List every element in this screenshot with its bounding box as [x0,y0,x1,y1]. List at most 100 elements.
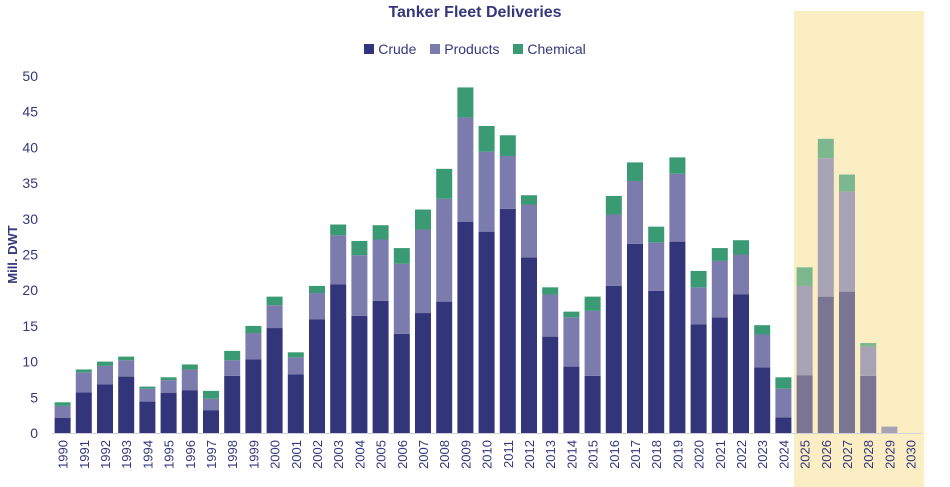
bar-chemical-1990 [54,402,71,406]
x-tick-label: 2003 [331,440,346,469]
bar-crude-1990 [54,418,71,433]
x-tick-label: 2014 [564,440,579,469]
legend-swatch-products [430,44,441,54]
bar-crude-2016 [605,285,622,433]
x-tick-label: 2028 [861,440,876,469]
x-tick-label: 2005 [374,440,389,469]
legend-swatch-chemical [513,44,524,54]
bar-crude-2008 [436,301,453,433]
bar-products-2008 [436,198,453,302]
bar-products-2014 [563,317,580,367]
bar-products-2017 [627,180,643,244]
bar-chemical-2013 [542,287,559,295]
bar-chemical-1998 [224,350,241,361]
bar-crude-2018 [648,290,665,433]
bar-crude-2019 [669,241,686,433]
bar-crude-2017 [627,243,643,433]
bar-chemical-2008 [436,168,453,199]
bar-products-1995 [160,380,177,394]
forecast-highlight [794,11,925,487]
bar-crude-2012 [521,257,537,433]
bar-products-1991 [75,372,92,393]
bar-products-1996 [181,369,198,391]
x-tick-label: 2022 [734,440,749,469]
bar-crude-2014 [563,366,580,433]
bar-chemical-2017 [627,162,643,181]
bar-chemical-2004 [351,240,368,256]
bar-chemical-2014 [563,311,580,318]
x-tick-label: 2020 [692,440,707,469]
bar-crude-1992 [97,384,113,433]
bar-chemical-1994 [139,386,156,389]
bar-chemical-1992 [97,361,113,366]
bar-products-2013 [542,294,559,337]
bar-chemical-2019 [669,157,686,174]
bar-crude-2004 [351,315,368,433]
x-tick-label: 2008 [437,440,452,469]
bar-products-2025 [796,285,813,376]
x-tick-label: 2017 [628,440,643,469]
bar-chemical-2007 [415,209,431,230]
x-tick-label: 2024 [776,440,791,469]
legend: Crude Products Chemical [0,41,950,57]
bar-crude-1999 [245,359,262,433]
bar-chemical-2028 [860,343,877,347]
bar-chemical-2009 [457,87,474,118]
bar-chemical-2023 [754,325,771,335]
x-tick-label: 2001 [289,440,304,469]
x-tick-label: 2013 [543,440,558,469]
bar-chemical-2003 [330,224,347,236]
bar-crude-1998 [224,375,241,433]
bar-crude-2021 [711,317,728,433]
bar-chemical-2025 [796,267,813,286]
forecast-overlay [794,11,925,433]
bar-crude-2009 [457,221,474,433]
bar-crude-2015 [584,375,601,433]
y-tick-label: 30 [22,211,38,227]
x-tick-label: 2009 [458,440,473,469]
legend-item-products: Products [430,41,500,57]
bar-products-1990 [54,405,71,419]
bar-chemical-2027 [839,174,855,192]
x-tick-label: 2004 [352,440,367,469]
bar-products-2011 [499,155,516,209]
bar-chemical-2026 [817,138,834,159]
bar-products-1998 [224,360,241,376]
bar-products-1993 [118,360,135,377]
bar-products-2024 [775,388,792,418]
bar-chemical-2000 [266,296,283,306]
bar-chemical-2020 [690,270,707,288]
bar-crude-1994 [139,401,156,433]
bar-chemical-2002 [309,285,325,294]
bar-crude-2005 [372,300,389,433]
bar-products-2007 [415,229,431,314]
bar-crude-1996 [181,390,198,433]
bar-products-2027 [839,191,855,292]
legend-label-products: Products [444,41,500,57]
bar-chemical-1997 [203,390,219,399]
bar-products-2020 [690,287,707,325]
x-tick-label: 2000 [268,440,283,469]
x-tick-label: 1997 [204,440,219,469]
bar-products-2023 [754,334,771,368]
x-tick-label: 2002 [310,440,325,469]
bar-products-1994 [139,388,156,402]
bar-products-2010 [478,151,495,232]
y-tick-label: 40 [22,139,38,155]
bar-products-2022 [733,254,749,295]
bar-chemical-2016 [605,195,622,215]
bar-products-2015 [584,310,601,376]
bar-products-2018 [648,242,665,291]
y-tick-label: 35 [22,175,38,191]
bar-products-2029 [881,426,898,433]
bar-chemical-1995 [160,377,177,381]
x-tick-label: 2018 [649,440,664,469]
bar-crude-1997 [203,410,219,433]
bar-products-2001 [287,357,304,375]
bar-products-1997 [203,398,219,411]
legend-item-chemical: Chemical [513,41,586,57]
x-tick-label: 1990 [56,440,71,469]
x-tick-label: 1995 [162,440,177,469]
